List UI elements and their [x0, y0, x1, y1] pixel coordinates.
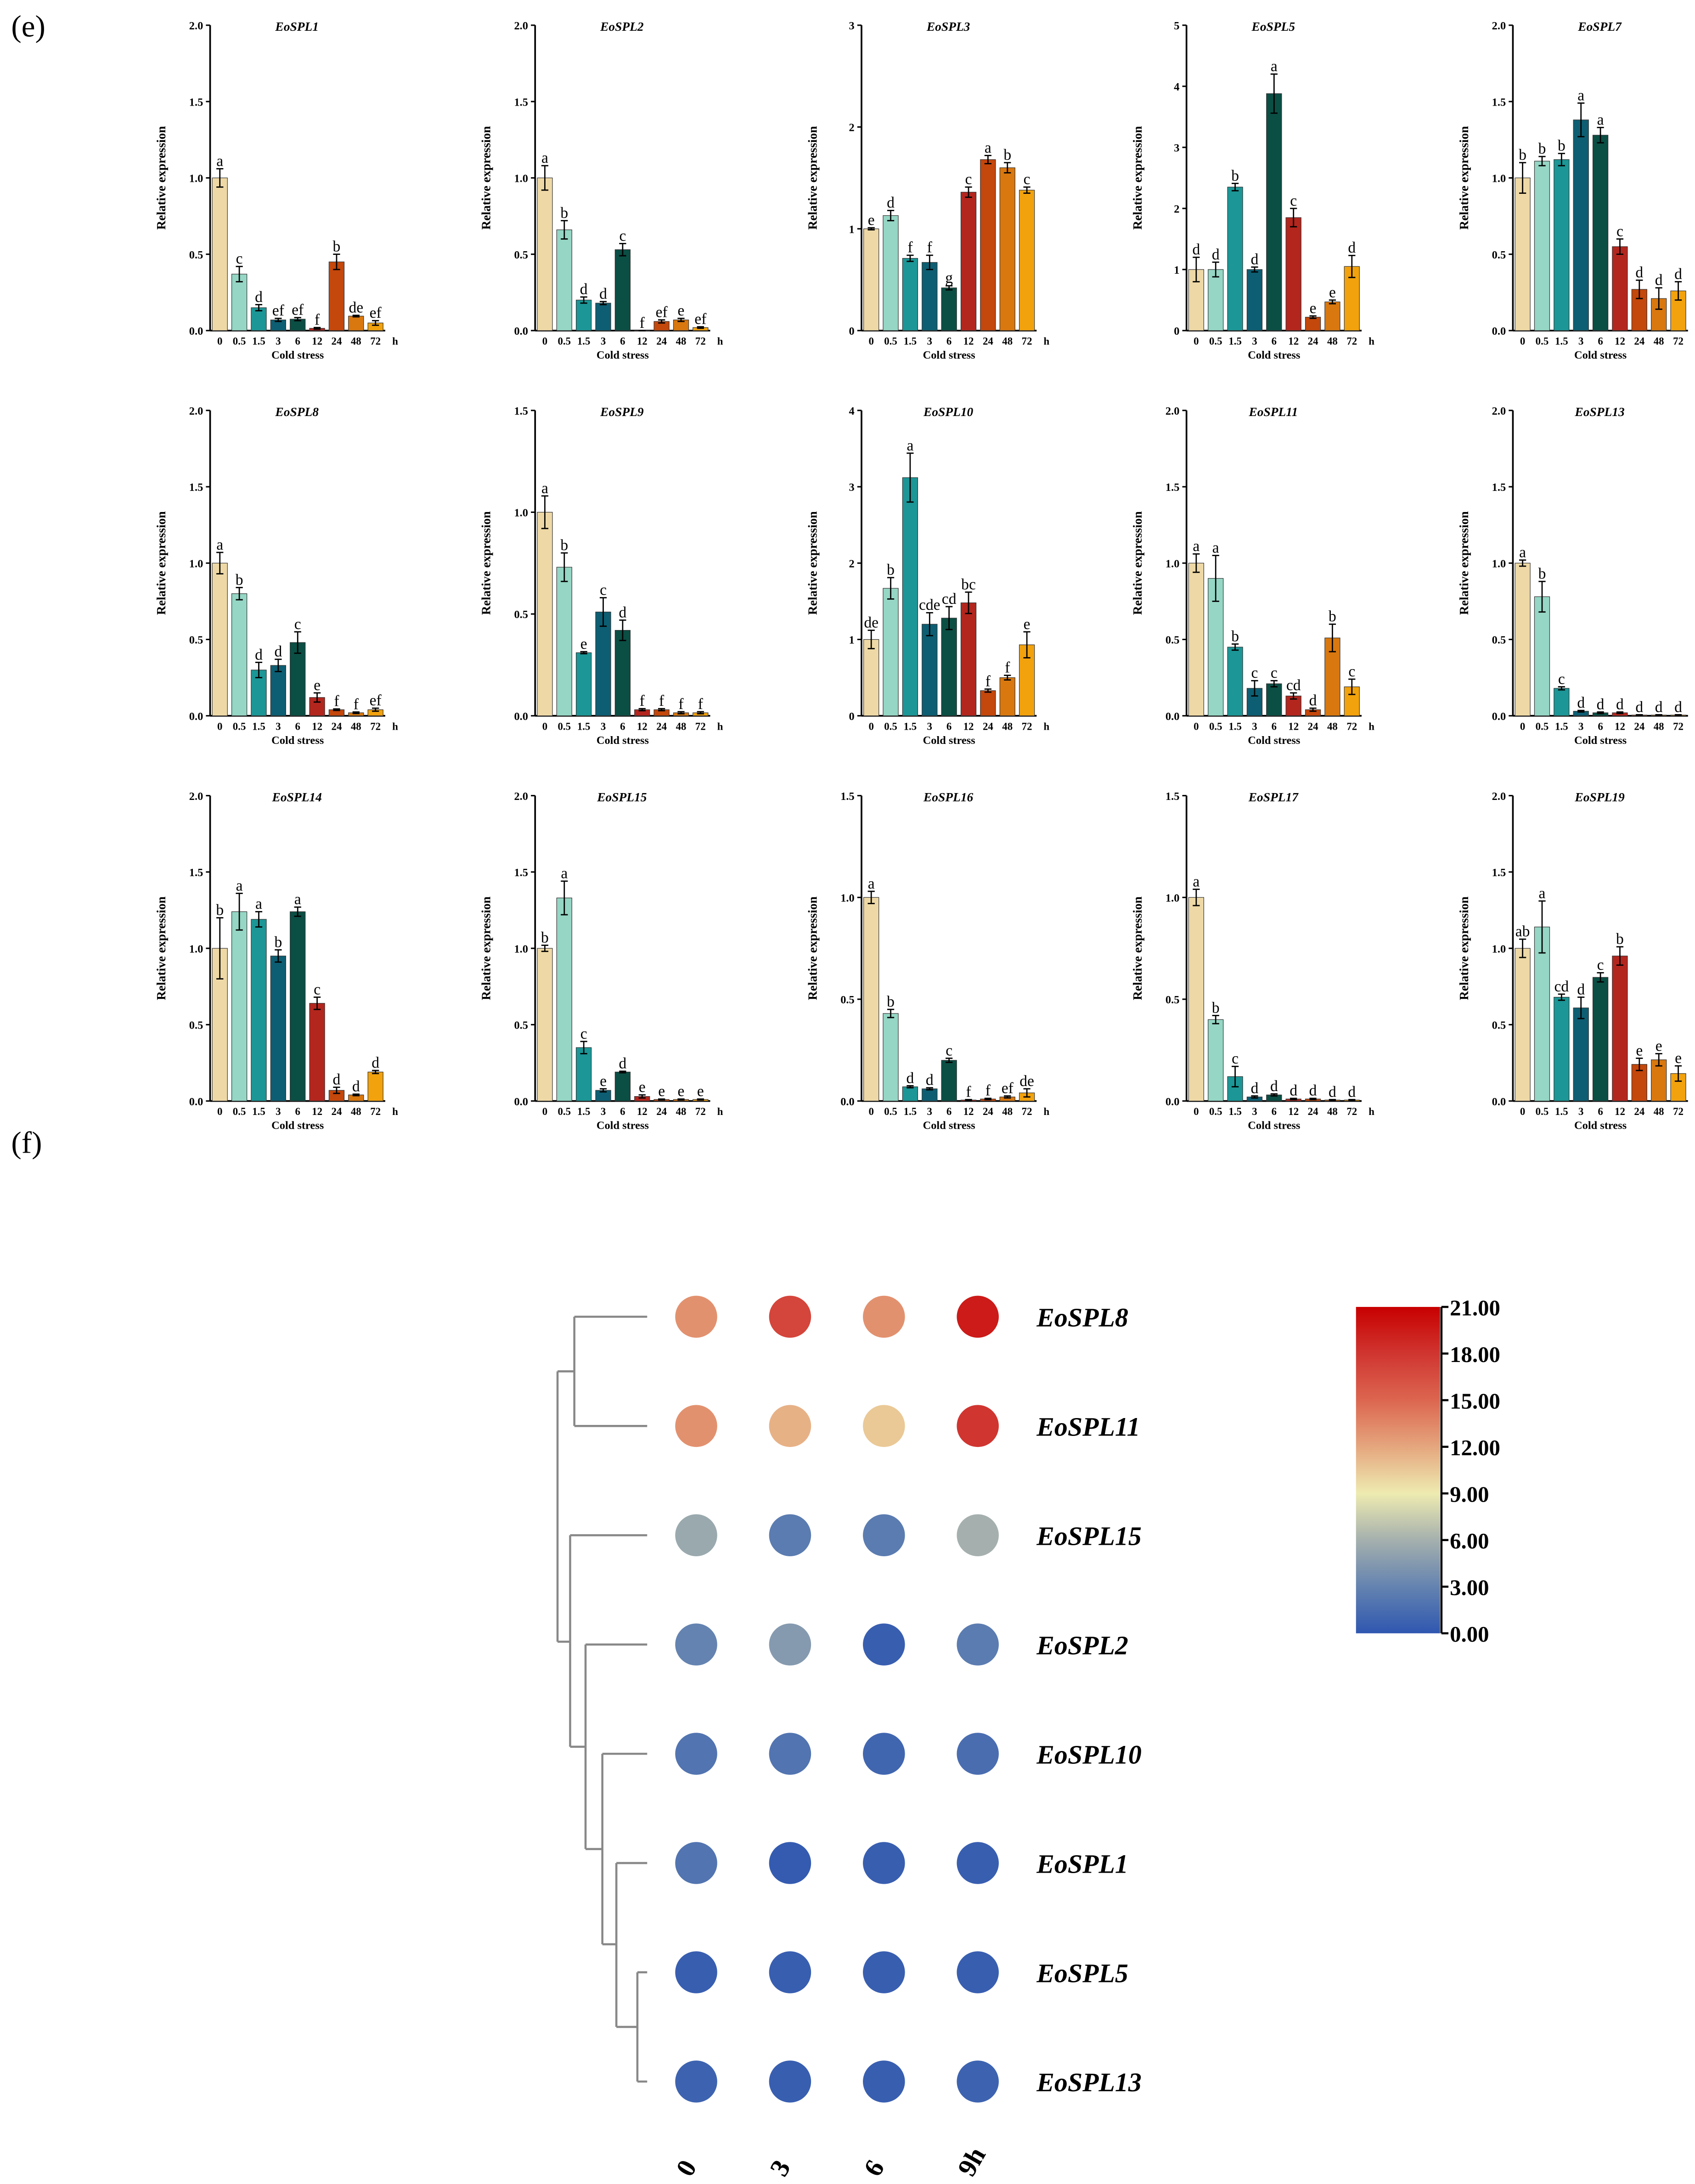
color-scale-label: 0.00 — [1450, 1622, 1489, 1647]
heat-dot-EoSPL10-0 — [675, 1733, 717, 1775]
color-scale-label: 9.00 — [1450, 1482, 1489, 1507]
row-label: EoSPL11 — [1036, 1412, 1140, 1442]
heat-dot-EoSPL2-6 — [863, 1623, 905, 1666]
color-scale-label: 12.00 — [1450, 1435, 1500, 1460]
heat-dot-EoSPL5-9h — [957, 1951, 999, 1993]
heat-dot-EoSPL15-0 — [675, 1514, 717, 1556]
heat-dot-EoSPL11-0 — [675, 1405, 717, 1447]
row-label: EoSPL2 — [1036, 1631, 1128, 1661]
heat-dot-EoSPL5-3 — [769, 1951, 811, 1993]
heat-dot-EoSPL15-6 — [863, 1514, 905, 1556]
heat-dot-EoSPL1-3 — [769, 1842, 811, 1884]
heat-dot-EoSPL10-3 — [769, 1733, 811, 1775]
row-label: EoSPL10 — [1036, 1739, 1142, 1769]
heat-dot-EoSPL10-9h — [957, 1733, 999, 1775]
heat-dot-EoSPL2-0 — [675, 1623, 717, 1666]
heat-dot-EoSPL15-3 — [769, 1514, 811, 1556]
heat-dot-EoSPL13-3 — [769, 2060, 811, 2103]
heat-dot-EoSPL10-6 — [863, 1733, 905, 1775]
heat-dot-EoSPL5-6 — [863, 1951, 905, 1993]
color-scale-label: 18.00 — [1450, 1342, 1500, 1367]
heat-dot-EoSPL11-9h — [957, 1405, 999, 1447]
heat-dot-EoSPL13-6 — [863, 2060, 905, 2103]
color-scale-label: 21.00 — [1450, 1295, 1500, 1320]
heat-dot-EoSPL15-9h — [957, 1514, 999, 1556]
row-label: EoSPL5 — [1036, 1958, 1128, 1988]
column-label: 6 — [858, 2155, 890, 2181]
row-label: EoSPL1 — [1036, 1849, 1128, 1879]
heat-dot-EoSPL1-9h — [957, 1842, 999, 1884]
row-label: EoSPL13 — [1036, 2067, 1142, 2097]
heat-dot-EoSPL8-0 — [675, 1296, 717, 1338]
column-label: 3 — [764, 2155, 796, 2181]
column-label: 9h — [952, 2142, 991, 2181]
heat-dot-EoSPL8-3 — [769, 1296, 811, 1338]
heat-dot-EoSPL13-9h — [957, 2060, 999, 2103]
heat-dot-EoSPL2-3 — [769, 1623, 811, 1666]
heat-dot-EoSPL13-0 — [675, 2060, 717, 2103]
heat-dot-EoSPL5-0 — [675, 1951, 717, 1993]
heat-dot-EoSPL11-3 — [769, 1405, 811, 1447]
heat-dot-EoSPL2-9h — [957, 1623, 999, 1666]
column-label: 0 — [670, 2155, 703, 2181]
row-label: EoSPL8 — [1036, 1303, 1128, 1333]
color-scale-label: 6.00 — [1450, 1529, 1489, 1554]
color-scale-bar — [1356, 1307, 1440, 1633]
heat-dot-EoSPL11-6 — [863, 1405, 905, 1447]
row-label: EoSPL15 — [1036, 1521, 1142, 1551]
heat-dot-EoSPL8-9h — [957, 1296, 999, 1338]
color-scale-label: 15.00 — [1450, 1389, 1500, 1413]
color-scale-label: 3.00 — [1450, 1576, 1489, 1600]
heat-dot-EoSPL8-6 — [863, 1296, 905, 1338]
heat-dot-EoSPL1-6 — [863, 1842, 905, 1884]
heat-dot-EoSPL1-0 — [675, 1842, 717, 1884]
